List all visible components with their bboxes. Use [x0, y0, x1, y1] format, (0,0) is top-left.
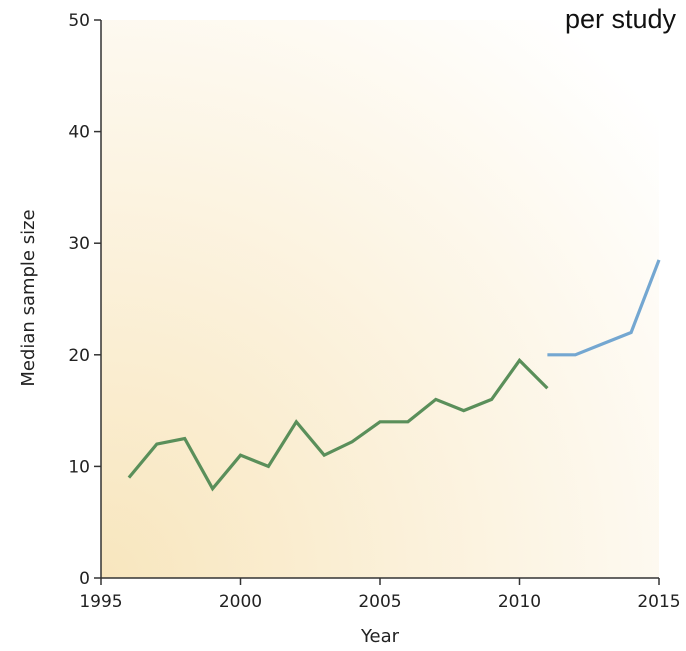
plot-background	[101, 20, 659, 578]
x-tick-label: 2015	[637, 592, 680, 612]
y-tick-label: 0	[79, 569, 90, 589]
series-line-1	[127, 357, 549, 492]
y-axis-ticks: 0 10 20 30 40 50	[68, 11, 101, 589]
x-tick-label: 2010	[498, 592, 541, 612]
y-tick-label: 50	[68, 11, 90, 31]
series-layer	[127, 259, 661, 492]
y-tick-label: 10	[68, 457, 90, 477]
y-tick-label: 30	[68, 234, 90, 254]
x-axis-ticks: 1995 2000 2005 2010 2015	[79, 578, 681, 612]
x-tick-label: 1995	[79, 592, 122, 612]
x-tick-label: 2000	[219, 592, 262, 612]
x-tick-label: 2005	[358, 592, 401, 612]
chart-title: per study	[565, 4, 677, 34]
x-axis-title: Year	[360, 626, 400, 647]
y-tick-label: 20	[68, 346, 90, 366]
y-tick-label: 40	[68, 123, 90, 143]
y-axis-title: Median sample size	[18, 209, 39, 386]
series-line-2	[547, 259, 661, 357]
